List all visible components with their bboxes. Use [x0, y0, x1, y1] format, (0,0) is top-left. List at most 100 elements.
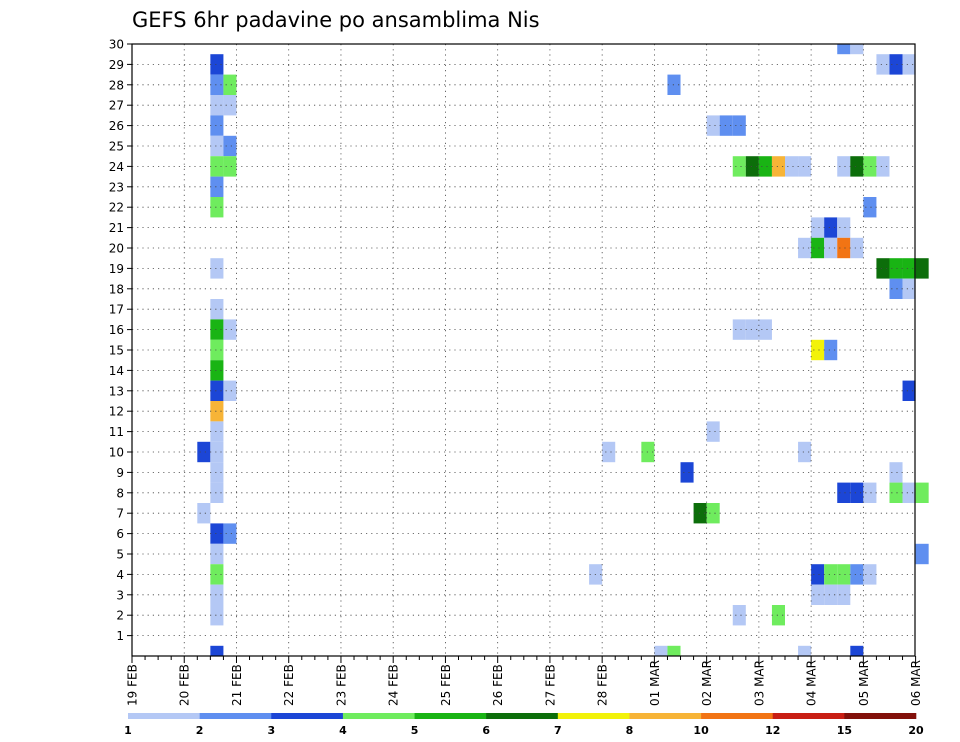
y-tick-label: 11 — [109, 425, 124, 439]
heatmap-cell — [706, 503, 720, 524]
heatmap-cell — [771, 605, 785, 626]
heatmap-cell — [889, 258, 903, 279]
y-tick-label: 19 — [109, 262, 124, 276]
heatmap-cell — [811, 584, 825, 605]
heatmap-cell — [811, 564, 825, 585]
y-tick-label: 5 — [116, 548, 124, 562]
y-tick-label: 21 — [109, 221, 124, 235]
y-tick-label: 7 — [116, 507, 124, 521]
heatmap-cell — [745, 156, 759, 177]
heatmap-cell — [837, 564, 851, 585]
y-tick-label: 10 — [109, 446, 124, 460]
heatmap-cell — [889, 462, 903, 483]
colorbar-label: 10 — [693, 724, 709, 737]
colorbar-swatch — [629, 713, 702, 719]
heatmap-cell — [223, 95, 237, 116]
colorbar-label: 5 — [411, 724, 419, 737]
heatmap-cell — [798, 237, 812, 259]
heatmap-cell — [798, 645, 812, 656]
heatmap-cell — [837, 584, 851, 605]
heatmap-cell — [850, 44, 864, 55]
heatmap-cell — [889, 278, 903, 299]
heatmap-cell — [837, 217, 851, 238]
heatmap-cells — [197, 44, 929, 656]
x-tick-label: 21 FEB — [230, 664, 244, 706]
colorbar-label: 15 — [837, 724, 852, 737]
heatmap-cell — [863, 482, 877, 503]
heatmap-cell — [732, 605, 746, 626]
heatmap-cell — [876, 156, 890, 177]
heatmap-cell — [732, 115, 746, 136]
y-tick-label: 27 — [109, 99, 124, 113]
y-axis: 1234567891011121314151617181920212223242… — [109, 38, 132, 643]
heatmap-cell — [210, 645, 224, 656]
x-tick-label: 19 FEB — [126, 664, 140, 706]
y-tick-label: 13 — [109, 384, 124, 398]
heatmap-cell — [732, 319, 746, 340]
heatmap-cell — [210, 135, 224, 157]
heatmap-cell — [210, 584, 224, 605]
heatmap-cell — [210, 421, 224, 442]
heatmap-cell — [210, 482, 224, 503]
x-tick-label: 26 FEB — [491, 664, 505, 706]
heatmap-cell — [811, 339, 825, 361]
heatmap-cell — [210, 564, 224, 585]
heatmap-cell — [837, 482, 851, 503]
heatmap-cell — [210, 523, 224, 544]
heatmap-cell — [223, 74, 237, 95]
y-tick-label: 22 — [109, 201, 124, 215]
heatmap-cell — [210, 74, 224, 95]
heatmap-cell — [693, 503, 707, 524]
x-tick-label: 20 FEB — [178, 664, 192, 706]
heatmap-cell — [210, 299, 224, 320]
heatmap-cell — [863, 156, 877, 177]
heatmap-cell — [850, 156, 864, 177]
colorbar-swatch — [342, 713, 415, 719]
heatmap-cell — [706, 421, 720, 442]
y-tick-label: 24 — [109, 160, 124, 174]
heatmap-cell — [758, 156, 772, 177]
plot-frame — [131, 43, 916, 657]
heatmap-cell — [197, 503, 211, 524]
y-tick-label: 17 — [109, 303, 124, 317]
y-tick-label: 1 — [116, 629, 124, 643]
y-tick-label: 2 — [116, 609, 124, 623]
heatmap-cell — [210, 441, 224, 463]
chart-title: GEFS 6hr padavine po ansamblima Nis — [132, 8, 540, 32]
heatmap-cell — [863, 564, 877, 585]
colorbar-label: 20 — [908, 724, 924, 737]
y-tick-label: 6 — [116, 527, 124, 541]
heatmap-cell — [223, 135, 237, 157]
y-tick-label: 3 — [116, 588, 124, 602]
heatmap-cell — [889, 482, 903, 503]
heatmap-cell — [837, 237, 851, 259]
heatmap-cell — [889, 54, 903, 75]
heatmap-cell — [223, 156, 237, 177]
heatmap-cell — [811, 237, 825, 259]
heatmap-cell — [210, 339, 224, 361]
heatmap-cell — [771, 156, 785, 177]
heatmap-cell — [850, 482, 864, 503]
heatmap-cell — [915, 482, 929, 503]
heatmap-cell — [824, 217, 838, 238]
heatmap-cell — [863, 197, 877, 218]
heatmap-cell — [223, 319, 237, 340]
colorbar-label: 6 — [482, 724, 490, 737]
heatmap-cell — [210, 462, 224, 483]
heatmap-cell — [915, 258, 929, 279]
colorbar-swatch — [486, 713, 559, 719]
y-tick-label: 9 — [116, 466, 124, 480]
x-tick-label: 25 FEB — [439, 664, 453, 706]
x-tick-label: 03 MAR — [752, 660, 766, 706]
heatmap-cell — [732, 156, 746, 177]
y-tick-label: 23 — [109, 180, 124, 194]
y-tick-label: 15 — [109, 344, 124, 358]
heatmap-cell — [785, 156, 799, 177]
heatmap-cell — [210, 54, 224, 75]
colorbar-label: 4 — [339, 724, 347, 737]
heatmap-cell — [210, 380, 224, 401]
heatmap-cell — [210, 95, 224, 116]
heatmap-cell — [902, 482, 916, 503]
heatmap-cell — [210, 197, 224, 218]
heatmap-cell — [210, 401, 224, 422]
